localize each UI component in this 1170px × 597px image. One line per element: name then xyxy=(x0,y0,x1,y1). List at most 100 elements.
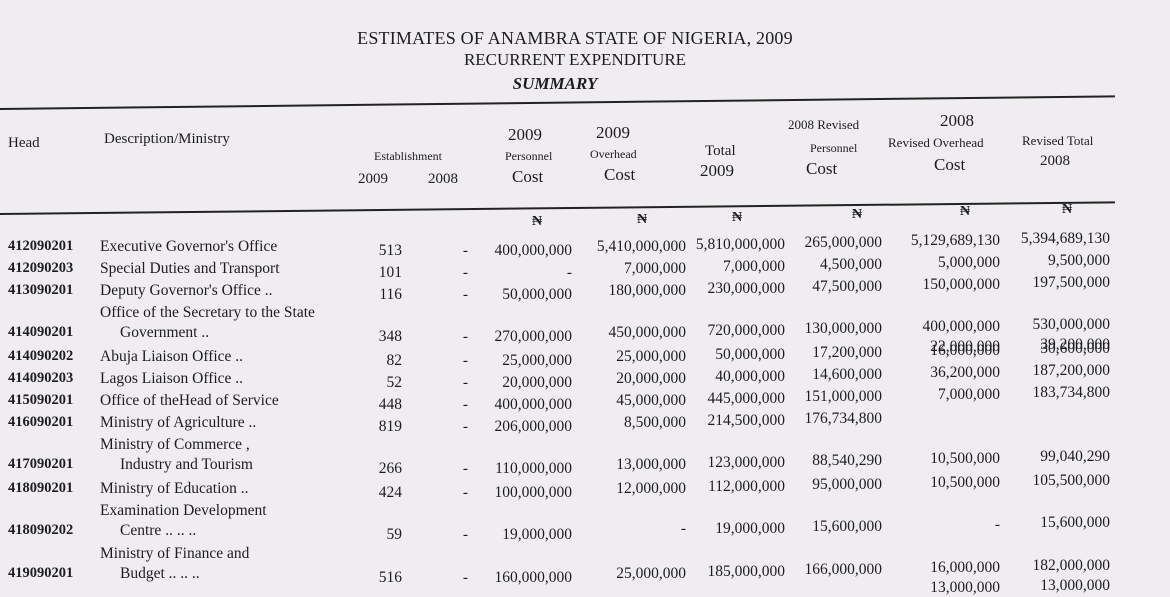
row-head-code: 414090203 xyxy=(8,370,74,386)
row-overhead: 180,000,000 xyxy=(608,282,687,299)
row-overhead: 45,000,000 xyxy=(616,392,686,409)
row-rev-overhead: 400,000,000 xyxy=(922,318,1001,335)
row-est2008: - xyxy=(462,484,468,501)
row-head-code: 412090203 xyxy=(8,260,74,276)
row-description: Ministry of Finance and xyxy=(100,545,250,562)
row-est2008: - xyxy=(462,264,468,281)
row-rev-personnel: 95,000,000 xyxy=(812,476,882,493)
row-overhead: 12,000,000 xyxy=(616,480,686,497)
row-head-code: 415090201 xyxy=(8,392,74,408)
row-head-code: 416090201 xyxy=(8,414,74,430)
row-head-code: 418090202 xyxy=(8,522,74,538)
row-description: Ministry of Agriculture .. xyxy=(100,414,257,431)
row-total: 720,000,000 xyxy=(707,322,786,339)
header-head: Head xyxy=(8,135,40,151)
row-description: Deputy Governor's Office .. xyxy=(100,282,273,299)
row-total: 112,000,000 xyxy=(708,478,785,495)
row-description: Office of the Secretary to the State xyxy=(100,304,315,321)
row-rev-personnel: 15,600,000 xyxy=(812,518,882,535)
row-est2008: - xyxy=(462,286,468,303)
row-description: Abuja Liaison Office .. xyxy=(100,348,244,365)
row-est2008: - xyxy=(462,242,468,259)
row-total: 40,000,000 xyxy=(715,368,785,385)
header-rev-total-year: 2008 xyxy=(1040,153,1070,169)
row-est2009: 516 xyxy=(378,569,402,586)
row-personnel: 400,000,000 xyxy=(494,242,573,259)
row-total: 50,000,000 xyxy=(715,346,785,363)
row-personnel: 20,000,000 xyxy=(502,374,572,391)
currency-rev-overhead: ₦ xyxy=(960,204,971,219)
header-rev-total-title: Revised Total xyxy=(1022,133,1094,148)
header-description: Description/Ministry xyxy=(104,131,230,147)
row-description: Lagos Liaison Office .. xyxy=(100,370,244,387)
row-description: Budget .. .. .. xyxy=(120,565,200,582)
header-rev-personnel-sub: Personnel xyxy=(810,141,858,155)
row-est2009: 59 xyxy=(386,526,403,543)
row-rev-total: 187,200,000 xyxy=(1032,362,1111,379)
currency-total: ₦ xyxy=(732,210,743,225)
row-rev-overhead: 10,500,000 xyxy=(930,474,1000,491)
row-rev-overhead: 10,500,000 xyxy=(930,450,1000,467)
row-description: Office of theHead of Service xyxy=(100,392,279,409)
header-establishment: Establishment xyxy=(374,149,442,163)
row-personnel: 50,000,000 xyxy=(502,286,572,303)
row-est2009: 513 xyxy=(378,242,402,259)
row-description: Industry and Tourism xyxy=(120,456,253,473)
row-personnel: 270,000,000 xyxy=(494,328,573,345)
row-description: Government .. xyxy=(120,324,210,341)
row-rev-personnel: 265,000,000 xyxy=(804,234,883,251)
header-overhead-cost: Cost xyxy=(604,165,636,184)
header-personnel-sub: Personnel xyxy=(505,149,553,163)
row-est2008: - xyxy=(462,374,468,391)
row-description: Ministry of Commerce , xyxy=(100,436,250,453)
row-rev-overhead: 150,000,000 xyxy=(922,276,1001,293)
row-est2009: 82 xyxy=(386,352,403,369)
header-rev-overhead-year: 2008 xyxy=(940,111,974,130)
row-est2009: 101 xyxy=(378,264,402,281)
row-total: 230,000,000 xyxy=(707,280,786,297)
document-page: ESTIMATES OF ANAMBRA STATE OF NIGERIA, 2… xyxy=(0,28,1115,596)
row-est2008: - xyxy=(462,418,468,435)
row-est2009: 448 xyxy=(378,396,402,413)
row-rev-overhead: 7,000,000 xyxy=(938,386,1000,403)
row-rev-total: 5,394,689,130 xyxy=(1020,230,1110,247)
header-personnel-cost: Cost xyxy=(512,167,544,186)
row-rev-total: 197,500,000 xyxy=(1032,274,1111,291)
row-est2008: - xyxy=(462,526,468,543)
row-rev-personnel: 166,000,000 xyxy=(804,561,883,578)
currency-personnel: ₦ xyxy=(532,214,543,229)
row-head-code: 417090201 xyxy=(8,456,74,472)
row-overhead: 13,000,000 xyxy=(616,456,686,473)
row-personnel: 400,000,000 xyxy=(494,396,573,413)
row-description: Ministry of Education .. xyxy=(100,480,249,497)
row-overhead: 20,000,000 xyxy=(616,370,686,387)
row-total: 7,000,000 xyxy=(723,258,785,275)
row-rev-personnel: 4,500,000 xyxy=(820,256,882,273)
row-rev-total: 99,040,290 xyxy=(1040,448,1110,465)
document-section-label: SUMMARY xyxy=(512,74,598,93)
document-title: ESTIMATES OF ANAMBRA STATE OF NIGERIA, 2… xyxy=(357,28,793,48)
row-rev-overhead: 13,000,000 xyxy=(930,579,1000,596)
currency-overhead: ₦ xyxy=(637,212,648,227)
row-personnel: 206,000,000 xyxy=(494,418,573,435)
row-est2008: - xyxy=(462,569,468,586)
row-rev-total: 182,000,000 xyxy=(1032,557,1111,574)
row-est2009: 116 xyxy=(379,286,402,303)
header-personnel-year: 2009 xyxy=(508,125,542,144)
header-overhead-year: 2009 xyxy=(596,123,630,142)
row-description: Examination Development xyxy=(100,502,267,519)
header-rev-overhead-sub: Revised Overhead xyxy=(888,135,984,150)
row-head-code: 419090201 xyxy=(8,565,74,581)
row-est2008: - xyxy=(462,352,468,369)
row-rev-total: 39,200,000 xyxy=(1040,336,1110,353)
row-rev-personnel: 130,000,000 xyxy=(804,320,883,337)
row-est2009: 348 xyxy=(378,328,402,345)
row-personnel: 160,000,000 xyxy=(494,569,573,586)
row-head-code: 414090202 xyxy=(8,348,74,364)
row-est2008: - xyxy=(462,460,468,477)
row-rev-total: 13,000,000 xyxy=(1040,577,1110,594)
row-rev-overhead: 22,000,000 xyxy=(930,338,1000,355)
row-rev-overhead: 5,000,000 xyxy=(938,254,1000,271)
row-rev-total: 183,734,800 xyxy=(1032,384,1111,401)
row-rev-personnel: 17,200,000 xyxy=(812,344,882,361)
